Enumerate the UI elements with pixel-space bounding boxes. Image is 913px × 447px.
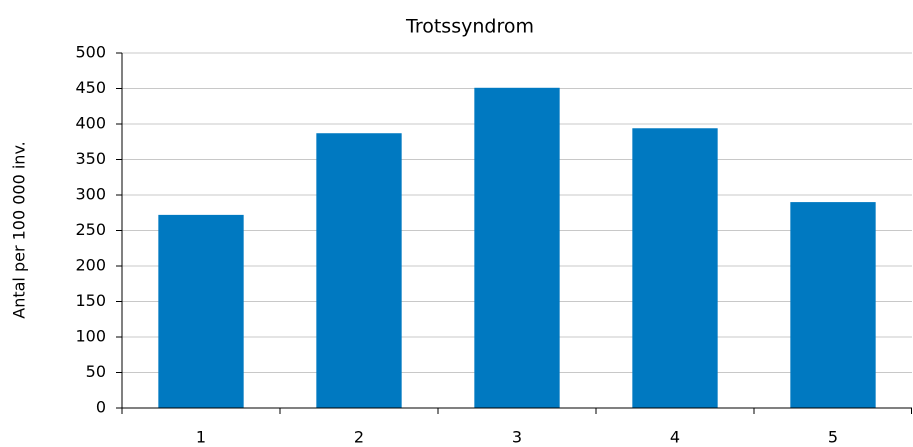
x-tick-label: 5 bbox=[828, 428, 838, 447]
x-tick-label: 3 bbox=[512, 428, 522, 447]
x-tick-label: 1 bbox=[196, 428, 206, 447]
y-tick-label: 350 bbox=[75, 149, 106, 168]
y-tick-label: 150 bbox=[75, 291, 106, 310]
y-tick-label: 500 bbox=[75, 43, 106, 62]
y-tick-label: 250 bbox=[75, 220, 106, 239]
bar bbox=[474, 87, 560, 408]
y-tick-label: 0 bbox=[96, 398, 106, 417]
x-tick-label: 2 bbox=[354, 428, 364, 447]
y-tick-label: 450 bbox=[75, 78, 106, 97]
y-tick-label: 50 bbox=[86, 362, 106, 381]
bar bbox=[790, 202, 876, 408]
y-tick-label: 300 bbox=[75, 185, 106, 204]
y-tick-label: 200 bbox=[75, 256, 106, 275]
x-tick-label: 4 bbox=[670, 428, 680, 447]
bar bbox=[632, 128, 718, 408]
y-axis-label: Antal per 100 000 inv. bbox=[10, 141, 29, 319]
chart-title: Trotssyndrom bbox=[405, 16, 534, 38]
bar bbox=[316, 133, 402, 409]
y-tick-label: 100 bbox=[75, 327, 106, 346]
y-tick-label: 400 bbox=[75, 114, 106, 133]
bar bbox=[158, 214, 244, 408]
